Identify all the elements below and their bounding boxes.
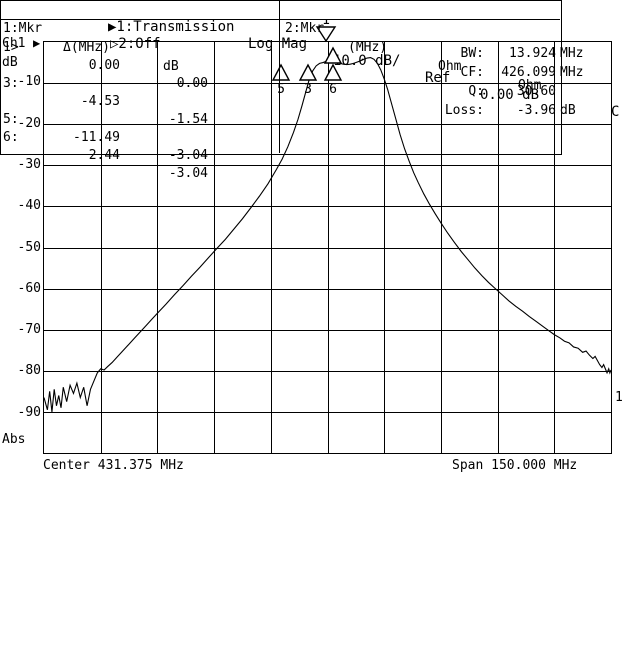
marker-row[interactable]: 1> 0.00 0.00 xyxy=(0,21,279,91)
loss-key: Loss: xyxy=(444,103,484,118)
marker-row-id: 5: xyxy=(3,112,19,127)
marker-row-id: 3: xyxy=(3,76,19,91)
y-tick: -80 xyxy=(17,363,41,379)
marker-row-id: 6: xyxy=(3,130,19,145)
y-tick: -30 xyxy=(17,156,41,172)
svg-text:1: 1 xyxy=(322,19,330,28)
marker-row-blank xyxy=(0,39,279,57)
bw-key: BW: xyxy=(460,46,484,61)
marker-row-id: 1> xyxy=(3,40,19,55)
marker-row-delta: 2.44 xyxy=(88,148,120,163)
marker-table-channel1[interactable]: 1:Mkr Δ(MHz) dB 1> 0.00 0.00 3: -4.53 -1… xyxy=(0,0,279,181)
marker-row-delta: -11.49 xyxy=(73,130,120,145)
y-tick: -50 xyxy=(17,239,41,255)
right-trace-id-label: 1 xyxy=(615,390,623,405)
bw-unit: MHz xyxy=(560,46,584,61)
y-tick: -40 xyxy=(17,198,41,214)
header-delta-mhz: Δ(MHz) xyxy=(63,40,110,55)
header-ohm-2: Ohm xyxy=(518,78,542,93)
bandwidth-info-readout: BW: 13.924 MHz CF: 426.099 MHz Q: 30.60 … xyxy=(428,44,618,120)
trace-curve xyxy=(44,57,611,412)
y-tick: -10 xyxy=(17,74,41,90)
svg-text:6: 6 xyxy=(329,82,337,97)
loss-value: -3.96 xyxy=(516,103,556,118)
y-axis-tick-labels: -10 -20 -30 -40 -50 -60 -70 -80 -90 xyxy=(0,41,41,454)
ref-label: Ref xyxy=(425,70,451,86)
svg-text:5: 5 xyxy=(277,82,285,97)
header-mkr-id-right: 2:Mkr xyxy=(285,21,325,36)
format-label[interactable]: Log Mag xyxy=(248,36,308,52)
header-mhz: (MHz) xyxy=(348,40,388,55)
marker-table-channel2[interactable]: 2:Mkr (MHz) Ohm Ohm xyxy=(279,0,560,153)
marker-row-delta: 0.00 xyxy=(88,58,120,73)
header-ohm-1: Ohm xyxy=(438,59,462,74)
loss-unit: dB xyxy=(560,103,576,118)
center-frequency-label[interactable]: Center 431.375 MHz xyxy=(43,458,184,473)
marker-row-db: 0.00 xyxy=(176,76,208,91)
q-key: Q: xyxy=(468,84,484,99)
marker-table-header-right: 2:Mkr (MHz) Ohm Ohm xyxy=(280,0,560,93)
marker-row-delta: -4.53 xyxy=(80,94,120,109)
marker-table-header-left: 1:Mkr Δ(MHz) dB xyxy=(0,0,279,74)
channel-label: Ch1 xyxy=(2,36,26,51)
channel-flag-label: C xyxy=(611,104,620,120)
y-tick: -90 xyxy=(17,404,41,420)
svg-text:3: 3 xyxy=(304,82,312,97)
span-label[interactable]: Span 150.000 MHz xyxy=(452,458,578,473)
trace2-label[interactable]: ▷2:Off xyxy=(110,36,161,52)
marker-row[interactable]: 6: 2.44 -3.04 xyxy=(0,111,279,181)
y-tick: -20 xyxy=(17,115,41,131)
trace1-label[interactable]: ▶1:Transmission xyxy=(108,19,235,35)
trace-plot-area[interactable] xyxy=(43,41,612,454)
marker-row[interactable]: 3: -4.53 -1.54 xyxy=(0,57,279,127)
y-tick: -60 xyxy=(17,280,41,296)
marker-row-blank xyxy=(0,75,279,93)
header-row-secondary: ▷2:Off xyxy=(0,19,640,52)
sweep-mode-label: Abs xyxy=(2,432,26,447)
cf-key: CF: xyxy=(460,65,484,80)
scale-per-div-label[interactable]: 10.0 dB/ xyxy=(333,53,401,69)
header-db: dB xyxy=(163,59,179,74)
bw-value: 13.924 xyxy=(509,46,556,61)
marker-row[interactable]: 5: -11.49 -3.04 xyxy=(0,93,279,163)
plot-markers[interactable]: 15 3 6 xyxy=(3,19,640,159)
header-row-primary: ▶1:Transmission Log Mag 10.0 dB/ Ref 0.0… xyxy=(0,2,640,120)
y-axis-unit-label: dB xyxy=(2,55,18,70)
y-tick: -70 xyxy=(17,322,41,338)
cf-unit: MHz xyxy=(560,65,584,80)
q-value: 30.60 xyxy=(516,84,556,99)
header-mkr-id-left: 1:Mkr xyxy=(3,21,43,36)
cf-value: 426.099 xyxy=(501,65,556,80)
marker-tables: 1:Mkr Δ(MHz) dB 1> 0.00 0.00 3: -4.53 -1… xyxy=(0,0,562,181)
marker-row-db: -1.54 xyxy=(168,112,208,127)
marker-row-db: -3.04 xyxy=(168,148,208,163)
ref-value-label[interactable]: 0.00 dB xyxy=(480,87,540,103)
marker-row-db: -3.04 xyxy=(168,166,208,181)
channel-marker-arrow-icon: ▶ xyxy=(33,36,41,50)
plot-gridlines xyxy=(44,42,611,453)
